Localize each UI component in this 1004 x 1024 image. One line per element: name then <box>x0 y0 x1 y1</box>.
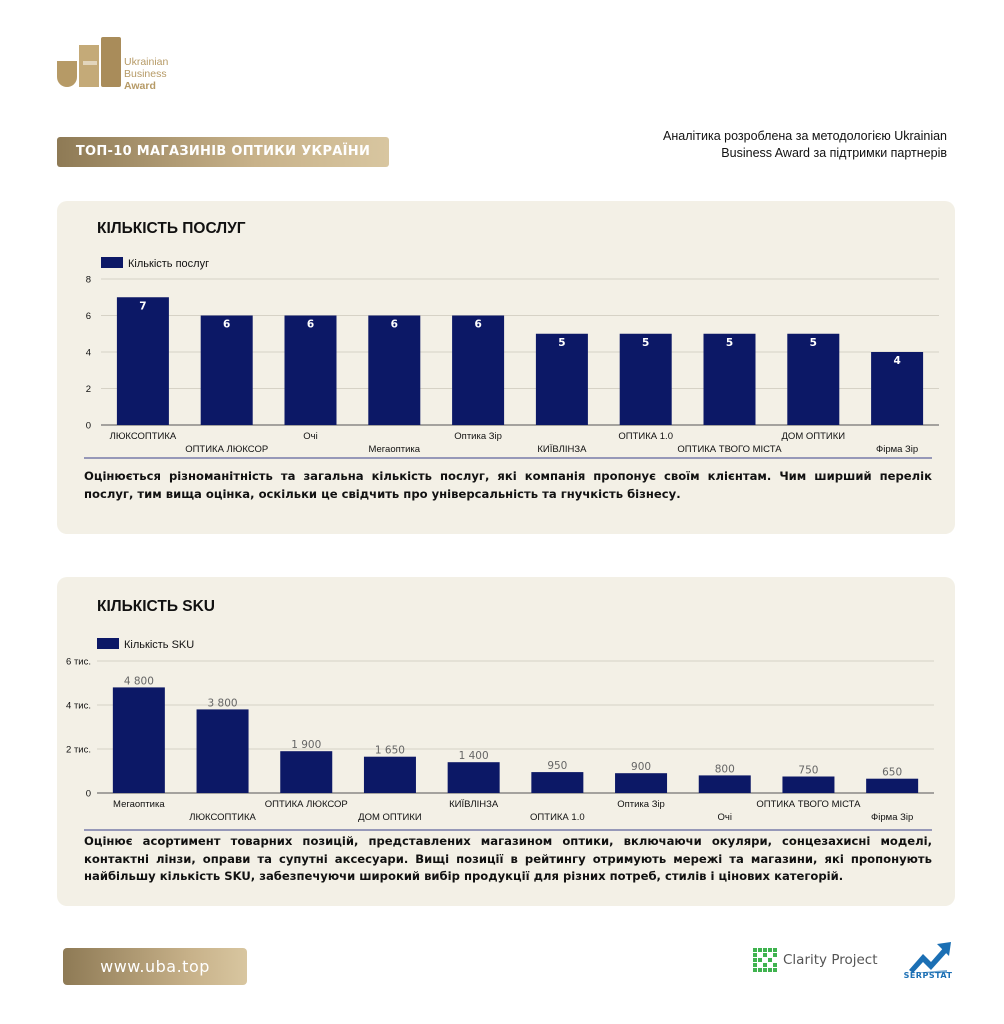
x-tick-label: Фірма Зір <box>876 444 918 455</box>
data-label: 4 <box>893 355 900 367</box>
bar <box>703 333 756 425</box>
x-tick-label: ОПТИКА ЛЮКСОР <box>185 444 268 455</box>
legend-swatch <box>101 257 123 268</box>
bar <box>619 333 672 425</box>
methodology-note: Аналітика розроблена за методологією Ukr… <box>627 128 947 162</box>
x-tick-label: КИЇВЛІНЗА <box>449 799 499 810</box>
x-tick-label: Очі <box>303 431 317 442</box>
bar <box>782 776 835 793</box>
data-label: 650 <box>882 767 902 779</box>
data-label: 950 <box>547 760 567 772</box>
services-chart-card: КІЛЬКІСТЬ ПОСЛУГ Кількість послуг 0 2 4 6 8 7 Л… <box>57 201 955 534</box>
serpstat-logo-icon <box>909 942 951 973</box>
data-label: 6 <box>391 319 398 331</box>
y-tick-label: 0 <box>86 789 91 800</box>
bar <box>452 315 505 425</box>
chart-description: Оцінюється різноманітність та загальна к… <box>84 469 932 501</box>
data-label: 7 <box>139 300 146 312</box>
website-link[interactable]: www.uba.top <box>63 948 247 985</box>
logo-line-3: Award <box>124 80 156 92</box>
bar <box>447 762 500 793</box>
bar <box>535 333 588 425</box>
bar <box>280 751 333 793</box>
data-label: 5 <box>642 337 649 349</box>
x-tick-label: КИЇВЛІНЗА <box>537 444 587 455</box>
data-label: 900 <box>631 761 651 773</box>
data-label: 3 800 <box>208 697 238 709</box>
data-label: 1 650 <box>375 745 405 757</box>
serpstat-label: SERPSTAT <box>903 971 953 980</box>
y-tick-label: 4 <box>86 348 91 359</box>
data-label: 5 <box>558 337 565 349</box>
y-tick-label: 0 <box>86 421 91 432</box>
bar <box>615 773 668 793</box>
data-label: 6 <box>307 319 314 331</box>
x-tick-label: ОПТИКА 1.0 <box>530 812 585 823</box>
data-label: 6 <box>223 319 230 331</box>
x-tick-label: ОПТИКА ЛЮКСОР <box>265 799 348 810</box>
bar <box>871 352 924 425</box>
x-tick-label: Мегаоптика <box>113 799 165 810</box>
x-tick-label: Очі <box>718 812 732 823</box>
bar <box>112 687 165 793</box>
services-bar-chart: Кількість послуг 0 2 4 6 8 7 ЛЮКСОПТИКА 6 ОПТИКА … <box>84 257 939 459</box>
y-tick-label: 4 тис. <box>66 701 91 712</box>
page-title-badge: ТОП-10 МАГАЗИНІВ ОПТИКИ УКРАЇНИ 2026 <box>57 137 389 189</box>
logo-line-1: Ukrainian <box>124 56 169 68</box>
x-tick-label: ОПТИКА 1.0 <box>618 431 673 442</box>
y-tick-label: 2 тис. <box>66 745 91 756</box>
bar <box>531 772 584 793</box>
x-tick-label: ОПТИКА ТВОГО МІСТА <box>756 799 861 810</box>
methodology-note-line-1: Аналітика розроблена за методологією Ukr… <box>663 129 947 143</box>
legend-label: Кількість SKU <box>124 639 194 651</box>
chart-description: Оцінює асортимент товарних позицій, пред… <box>84 834 932 883</box>
bar <box>363 756 416 793</box>
x-tick-label: ДОМ ОПТИКИ <box>358 812 422 823</box>
x-tick-label: Мегаоптика <box>369 444 421 455</box>
bar <box>866 778 919 793</box>
data-label: 5 <box>810 337 817 349</box>
bar <box>196 709 249 793</box>
clarity-project-label: Clarity Project <box>783 952 878 968</box>
bar <box>200 315 253 425</box>
bar <box>116 297 169 425</box>
data-label: 5 <box>726 337 733 349</box>
chart-title: КІЛЬКІСТЬ ПОСЛУГ <box>97 220 246 237</box>
y-tick-label: 6 тис. <box>66 657 91 668</box>
logo-text: Ukrainian Business Award <box>124 56 168 92</box>
logo-line-2: Business <box>124 68 167 80</box>
legend-label: Кількість послуг <box>128 258 209 270</box>
x-tick-label: ЛЮКСОПТИКА <box>110 431 177 442</box>
methodology-note-line-2: Business Award за підтримки партнерів <box>721 146 947 160</box>
bar <box>368 315 421 425</box>
x-tick-label: ДОМ ОПТИКИ <box>782 431 846 442</box>
chart-title: КІЛЬКІСТЬ SKU <box>97 598 215 615</box>
data-label: 750 <box>798 765 818 777</box>
data-label: 6 <box>474 319 481 331</box>
x-tick-label: Оптика Зір <box>617 799 665 810</box>
bar <box>787 333 840 425</box>
y-tick-label: 6 <box>86 311 91 322</box>
uba-logo-icon <box>57 37 121 87</box>
sku-chart-card: КІЛЬКІСТЬ SKU Кількість SKU 0 2 тис. 4 тис.… <box>57 577 955 906</box>
bar <box>698 775 751 793</box>
x-tick-label: Оптика Зір <box>454 431 502 442</box>
data-label: 1 900 <box>291 739 321 751</box>
sku-bar-chart: Кількість SKU 0 2 тис. 4 тис. 6 тис. 4 800 Мег… <box>66 638 934 831</box>
data-label: 1 400 <box>459 750 489 762</box>
x-tick-label: ОПТИКА ТВОГО МІСТА <box>677 444 782 455</box>
data-label: 800 <box>715 763 735 775</box>
legend-swatch <box>97 638 119 649</box>
clarity-project-logo-icon <box>753 948 777 972</box>
x-tick-label: Фірма Зір <box>871 812 913 823</box>
data-label: 4 800 <box>124 675 154 687</box>
y-tick-label: 2 <box>86 384 91 395</box>
y-tick-label: 8 <box>86 275 91 286</box>
x-tick-label: ЛЮКСОПТИКА <box>189 812 256 823</box>
bar <box>284 315 337 425</box>
